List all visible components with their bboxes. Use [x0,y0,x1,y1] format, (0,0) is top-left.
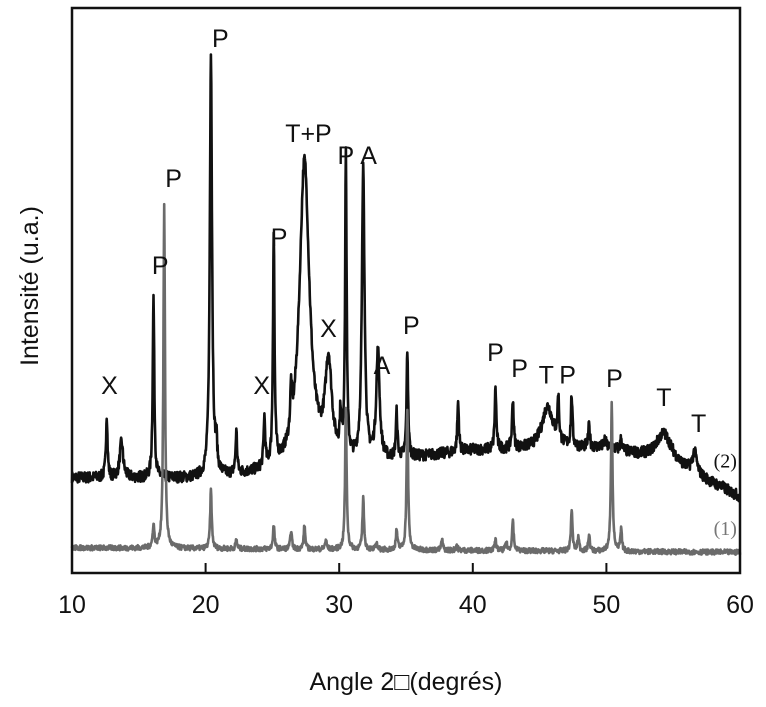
peak-label: P [152,252,169,280]
x-tick-label: 50 [592,591,620,619]
x-tick-label: 30 [325,591,353,619]
y-axis-title: Intensité (u.a.) [16,206,44,366]
peak-label: P [212,25,229,53]
peak-label: P [559,362,576,390]
peak-label: A [374,352,391,380]
plot-frame [70,6,742,575]
peak-label: P [338,142,355,170]
series-line-1 [70,202,742,556]
x-axis-title: Angle 2□(degrés) [310,668,503,696]
peak-label: X [320,315,337,343]
series-layer [70,53,742,556]
peak-label: T [691,410,706,438]
x-tick-label: 40 [459,591,487,619]
series-label: (1) [714,518,737,540]
x-ticks: 10 20 30 40 50 60 [58,563,754,619]
peak-label: T+P [285,120,332,148]
peak-label: P [487,339,504,367]
x-tick-label: 10 [58,591,86,619]
x-tick-label: 60 [726,591,754,619]
peak-label: P [403,312,420,340]
series-label: (2) [714,450,737,472]
peak-label: P [271,224,288,252]
x-tick-label: 20 [192,591,220,619]
peak-label: X [101,372,118,400]
peak-label: X [253,372,270,400]
peak-label: P [165,165,182,193]
peak-label: T [656,384,671,412]
peak-label: P [511,355,528,383]
peak-label: P [606,365,623,393]
peak-label: T [539,362,554,390]
peak-label: A [360,142,377,170]
